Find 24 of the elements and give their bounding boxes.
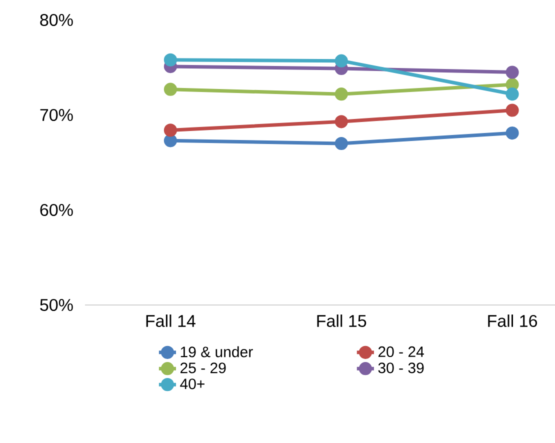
x-tick-label: Fall 15 <box>317 314 366 328</box>
legend-label: 20 - 24 <box>378 346 424 358</box>
y-tick-label: 50% <box>40 298 73 312</box>
point <box>506 126 519 140</box>
point <box>164 53 178 66</box>
point <box>506 88 519 101</box>
y-tick-label: 80% <box>40 14 73 26</box>
point <box>164 134 178 148</box>
y-tick-label: 60% <box>40 204 73 216</box>
legend-label: 30 - 39 <box>378 362 424 374</box>
point <box>334 54 348 68</box>
legend-label: 40+ <box>180 378 204 390</box>
x-tick-label: Fall 16 <box>488 314 538 328</box>
point <box>334 115 348 128</box>
point <box>334 136 348 150</box>
point <box>164 124 178 137</box>
point <box>506 66 519 79</box>
point <box>164 82 178 96</box>
point <box>334 88 348 101</box>
x-tick-label: Fall 14 <box>146 314 196 328</box>
legend-label: 19 & under <box>180 346 253 358</box>
y-tick-label: 70% <box>40 108 73 122</box>
point <box>506 104 519 117</box>
legend-label: 25 - 29 <box>180 362 226 374</box>
